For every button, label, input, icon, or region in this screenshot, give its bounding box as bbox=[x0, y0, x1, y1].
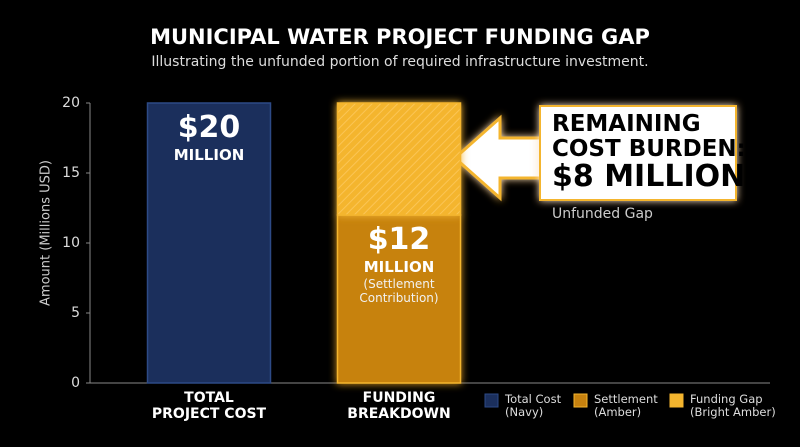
x-tick-label: TOTAL PROJECT COST bbox=[151, 390, 267, 423]
chart-title: MUNICIPAL WATER PROJECT FUNDING GAP bbox=[150, 25, 650, 49]
legend-label: Settlement (Amber) bbox=[594, 392, 658, 420]
y-tick-label: 5 bbox=[71, 305, 80, 321]
y-tick-label: 0 bbox=[71, 375, 80, 391]
value-unit: MILLION bbox=[363, 258, 435, 276]
annotation-box bbox=[539, 105, 737, 201]
legend-swatch bbox=[484, 393, 499, 408]
x-tick-label: FUNDING BREAKDOWN bbox=[347, 390, 451, 423]
value-unit: MILLION bbox=[173, 146, 245, 164]
y-tick-label: 10 bbox=[62, 235, 80, 251]
y-tick-label: 20 bbox=[62, 95, 80, 111]
legend-label: Total Cost (Navy) bbox=[505, 392, 562, 420]
chart-subtitle: Illustrating the unfunded portion of req… bbox=[151, 54, 648, 70]
bar-segment bbox=[336, 102, 462, 216]
annotation-value: $8 MILLION bbox=[552, 159, 746, 194]
y-tick-label: 15 bbox=[62, 165, 80, 181]
annotation-arrow bbox=[452, 114, 547, 202]
annotation-title: REMAINING COST BURDEN: bbox=[552, 111, 746, 163]
legend-swatch bbox=[669, 393, 684, 408]
annotation-subtitle: Unfunded Gap bbox=[552, 206, 653, 222]
bar-segment bbox=[336, 214, 462, 384]
bar-segment bbox=[146, 102, 272, 384]
legend-label: Funding Gap (Bright Amber) bbox=[690, 392, 776, 420]
value-label: $20 bbox=[177, 110, 241, 145]
y-axis-title: Amount (Millions USD) bbox=[39, 160, 54, 306]
legend-swatch bbox=[573, 393, 588, 408]
settlement-note: (Settlement Contribution) bbox=[359, 277, 439, 305]
value-label: $12 bbox=[367, 222, 431, 257]
